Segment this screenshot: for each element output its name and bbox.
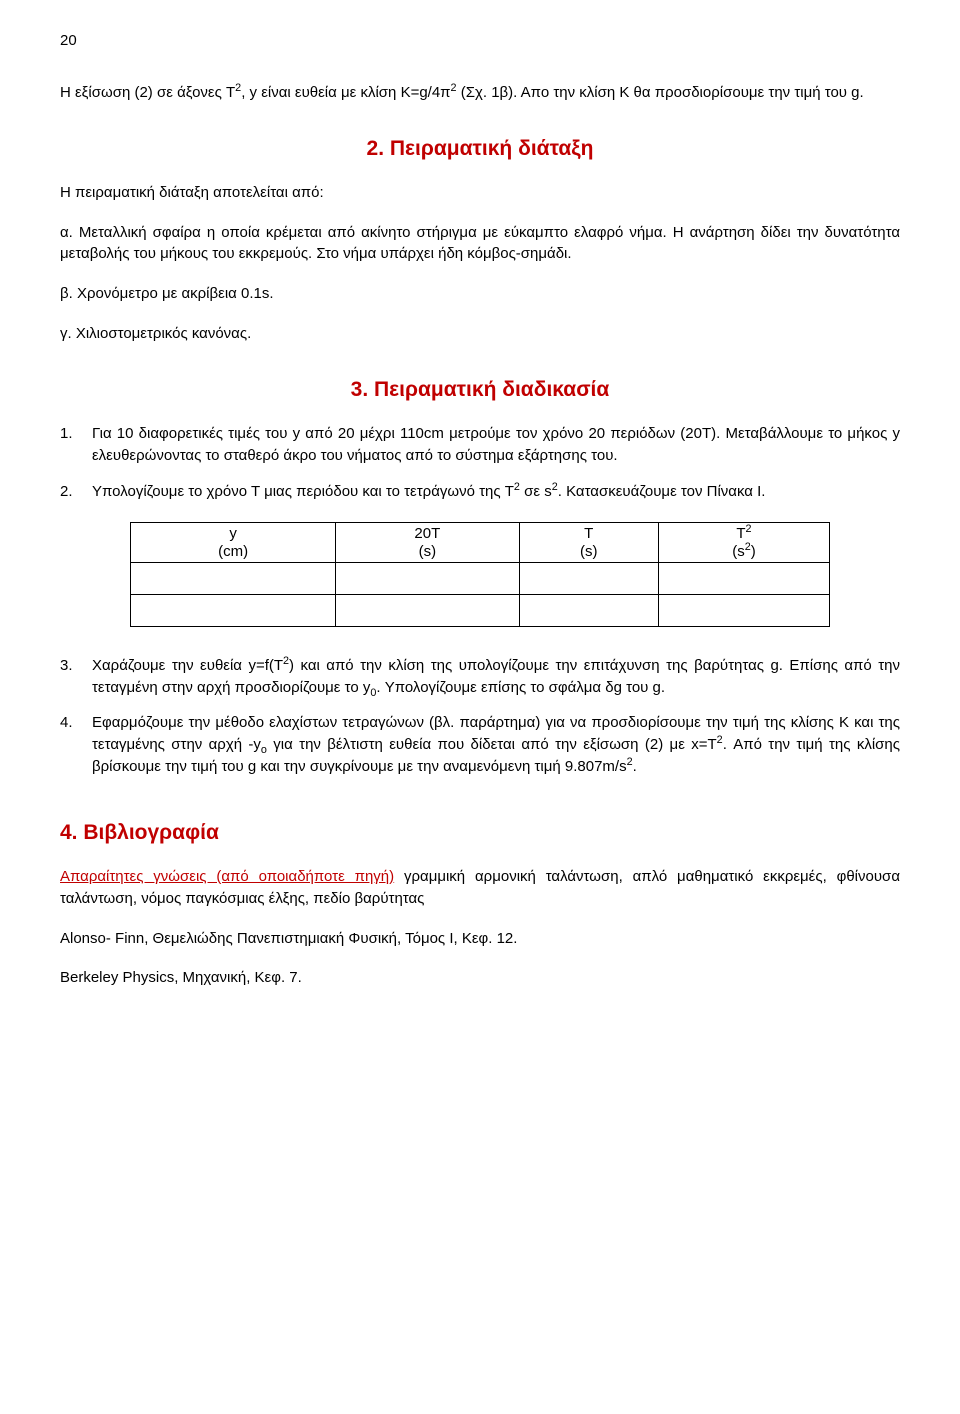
text: .	[633, 758, 637, 775]
col-header-20t: 20T (s)	[336, 523, 519, 563]
text: . Υπολογίζουμε επίσης το σφάλμα δg του g…	[376, 679, 665, 696]
list-marker: 3.	[60, 655, 92, 699]
page-number: 20	[60, 30, 900, 52]
intro-text-1: Η εξίσωση (2) σε άξονες T	[60, 84, 235, 101]
text: για την βέλτιστη ευθεία που δίδεται από …	[267, 736, 717, 753]
text: T	[584, 525, 593, 542]
text: (s)	[419, 543, 437, 560]
list-text: Υπολογίζουμε το χρόνο Τ μιας περιόδου κα…	[92, 481, 900, 503]
intro-text-3: (Σχ. 1β). Απο την κλίση Κ θα προσ­διορίσ…	[457, 84, 864, 101]
text: (cm)	[218, 543, 248, 560]
section-4-title: 4. Βιβλιογραφία	[60, 818, 900, 848]
text: )	[751, 543, 756, 560]
col-header-t2: T2 (s2)	[658, 523, 829, 563]
list-text: Εφαρμόζουμε την μέθοδο ελαχίστων τετραγώ…	[92, 712, 900, 777]
ordered-item-2: 2. Υπολογίζουμε το χρόνο Τ μιας περιόδου…	[60, 481, 900, 503]
text: (s)	[580, 543, 598, 560]
list-marker: 4.	[60, 712, 92, 777]
text: Χαράζουμε την ευθεία y=f(T	[92, 657, 283, 674]
list-text: Για 10 διαφορετικές τιμές του y από 20 μ…	[92, 423, 900, 467]
req-label: Απαραίτητες γνώσεις (από οποιαδήποτε πηγ…	[60, 868, 394, 885]
table-row	[131, 562, 830, 594]
ordered-item-1: 1. Για 10 διαφορετικές τιμές του y από 2…	[60, 423, 900, 467]
reference-2: Berkeley Physics, Μηχανική, Κεφ. 7.	[60, 967, 900, 989]
text: (s	[732, 543, 745, 560]
list-marker: 1.	[60, 423, 92, 467]
list-text: Χαράζουμε την ευθεία y=f(T2) και από την…	[92, 655, 900, 699]
text: y	[229, 525, 237, 542]
ordered-item-3: 3. Χαράζουμε την ευθεία y=f(T2) και από …	[60, 655, 900, 699]
text: 20T	[414, 525, 440, 542]
data-table: y (cm) 20T (s) T (s) T2 (s2)	[130, 522, 830, 627]
text: . Κατασκευάζουμε τον Πίνακα Ι.	[558, 483, 766, 500]
col-header-y: y (cm)	[131, 523, 336, 563]
section-3-title: 3. Πειραματική διαδικασία	[60, 375, 900, 405]
text: σε s	[520, 483, 552, 500]
ordered-item-4: 4. Εφαρμόζουμε την μέθοδο ελαχίστων τετρ…	[60, 712, 900, 777]
table-header-row: y (cm) 20T (s) T (s) T2 (s2)	[131, 523, 830, 563]
required-knowledge: Απαραίτητες γνώσεις (από οποιαδήποτε πηγ…	[60, 866, 900, 910]
col-header-t: T (s)	[519, 523, 658, 563]
intro-paragraph: Η εξίσωση (2) σε άξονες T2, y είναι ευθε…	[60, 82, 900, 104]
reference-1: Alonso- Finn, Θεμελιώδης Πανεπιστημιακή …	[60, 928, 900, 950]
list-marker: 2.	[60, 481, 92, 503]
list-item-c: γ. Χιλιοστομετρικός κανόνας.	[60, 323, 900, 345]
section-2-lead: Η πειραματική διάταξη αποτελείται από:	[60, 182, 900, 204]
list-item-b: β. Χρονόμετρο με ακρίβεια 0.1s.	[60, 283, 900, 305]
text: Υπολογίζουμε το χρόνο Τ μιας περιόδου κα…	[92, 483, 514, 500]
table-row	[131, 594, 830, 626]
sup-2: 2	[746, 523, 752, 535]
list-item-a: α. Μεταλλική σφαίρα η οποία κρέμεται από…	[60, 222, 900, 266]
section-2-title: 2. Πειραματική διάταξη	[60, 134, 900, 164]
intro-text-2: , y είναι ευθεία με κλίση Κ=g/4π	[241, 84, 450, 101]
